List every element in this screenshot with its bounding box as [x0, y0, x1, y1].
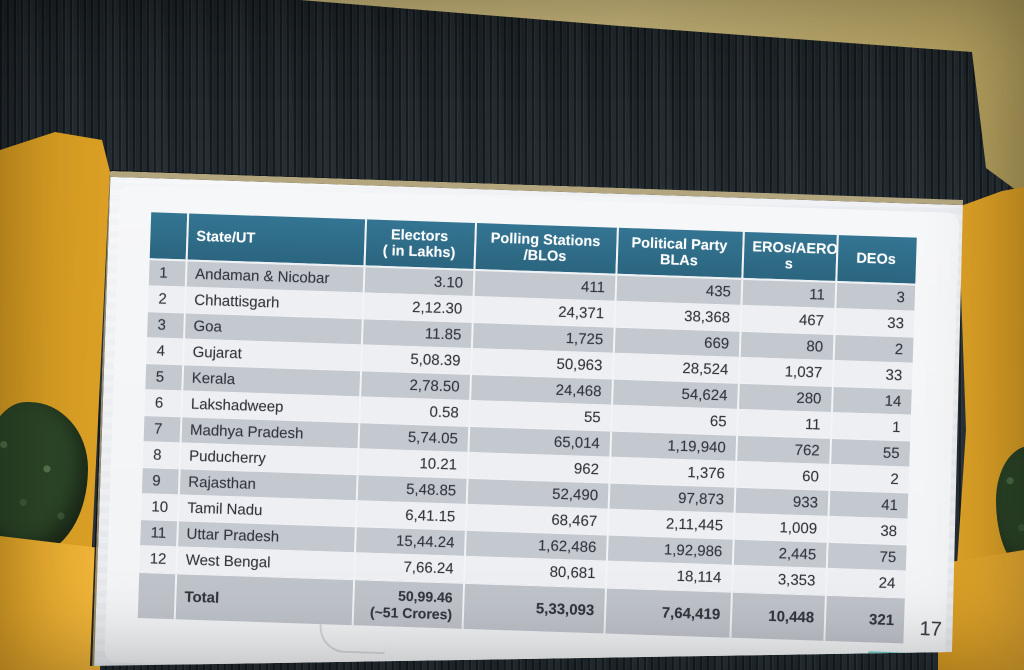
- row-index-cell: 12: [139, 546, 179, 574]
- eros-aeros-cell: 762: [737, 435, 833, 465]
- electors-cell: 15,44.24: [356, 527, 467, 557]
- col-header-electors-line2: ( in Lakhs): [382, 242, 456, 262]
- eros-aeros-cell: 2,445: [733, 539, 829, 569]
- col-header-deos-line1: DEOs: [856, 250, 897, 268]
- eros-aeros-cell: 467: [741, 305, 837, 336]
- deos-cell: 1: [832, 412, 911, 442]
- col-header-deos: DEOs: [837, 235, 917, 286]
- deos-cell: 41: [829, 490, 909, 520]
- state-data-table: State/UT Electors ( in Lakhs) Polling St…: [137, 212, 917, 644]
- eros-aeros-cell: 280: [738, 383, 834, 413]
- col-header-eros-line2: s: [784, 256, 794, 273]
- electors-cell: 5,48.85: [357, 475, 469, 505]
- total-index-cell: [137, 572, 178, 620]
- total-eros-cell: 10,448: [731, 591, 827, 641]
- deos-cell: 55: [831, 438, 911, 468]
- total-blas-cell: 7,64,419: [605, 587, 733, 638]
- total-label-cell: Total: [175, 573, 356, 626]
- col-header-eros-aeros: EROs/AERO s: [743, 231, 839, 284]
- deos-cell: 24: [826, 568, 906, 598]
- electors-cell: 0.58: [360, 397, 472, 427]
- slide-page-number: 17: [919, 617, 943, 641]
- eros-aeros-cell: 933: [735, 487, 831, 517]
- eros-aeros-cell: 11: [742, 279, 838, 310]
- electors-cell: 2,78.50: [361, 371, 473, 401]
- eros-aeros-cell: 1,037: [739, 357, 835, 387]
- row-index-cell: 5: [145, 364, 185, 392]
- total-polling-cell: 5,33,093: [463, 582, 608, 634]
- electors-cell: 5,08.39: [362, 345, 473, 375]
- col-header-eros-line1: EROs/AERO: [752, 238, 839, 258]
- row-index-cell: 7: [143, 416, 183, 444]
- deos-cell: 2: [830, 464, 910, 494]
- col-header-index: [149, 212, 190, 262]
- row-index-cell: 11: [140, 520, 179, 548]
- eros-aeros-cell: 11: [738, 409, 833, 439]
- eros-aeros-cell: 1,009: [734, 513, 830, 543]
- eros-aeros-cell: 60: [736, 461, 832, 491]
- eros-aeros-cell: 3,353: [732, 565, 828, 595]
- total-electors-cell: 50,99.46 (~51 Crores): [353, 579, 466, 629]
- col-header-electors: Electors ( in Lakhs): [365, 219, 478, 272]
- deos-cell: 33: [835, 309, 915, 338]
- electors-cell: 2,12.30: [363, 293, 475, 324]
- row-index-cell: 1: [148, 260, 188, 288]
- row-index-cell: 10: [141, 494, 180, 522]
- row-index-cell: 4: [146, 338, 186, 366]
- col-header-polling-stations: Polling Stations /BLOs: [475, 223, 619, 276]
- total-electors-crores: (~51 Crores): [369, 603, 453, 622]
- col-header-blas-line1: Political Party: [631, 234, 728, 255]
- electors-cell: 6,41.15: [356, 501, 468, 531]
- deos-cell: 75: [827, 542, 907, 572]
- col-header-political-party-blas: Political Party BLAs: [617, 227, 745, 280]
- row-index-cell: 2: [147, 286, 187, 314]
- row-index-cell: 6: [144, 390, 184, 418]
- deos-cell: 2: [834, 335, 914, 364]
- screen-surface: State/UT Electors ( in Lakhs) Polling St…: [91, 170, 963, 666]
- electors-cell: 5,74.05: [359, 423, 471, 453]
- col-header-state: State/UT: [187, 213, 368, 268]
- row-index-cell: 9: [141, 468, 181, 496]
- electors-cell: 11.85: [362, 319, 474, 349]
- plant-left: [0, 402, 88, 554]
- deos-cell: 3: [836, 283, 916, 312]
- row-index-cell: 8: [142, 442, 182, 470]
- electors-cell: 7,66.24: [355, 553, 466, 583]
- deos-cell: 38: [828, 516, 908, 546]
- deos-cell: 14: [832, 386, 912, 416]
- electors-cell: 3.10: [364, 267, 476, 298]
- row-index-cell: 3: [147, 312, 186, 340]
- eros-aeros-cell: 80: [740, 331, 836, 361]
- deos-cell: 33: [833, 360, 913, 390]
- yellow-ledge-left: [0, 536, 100, 670]
- electors-cell: 10.21: [358, 449, 470, 479]
